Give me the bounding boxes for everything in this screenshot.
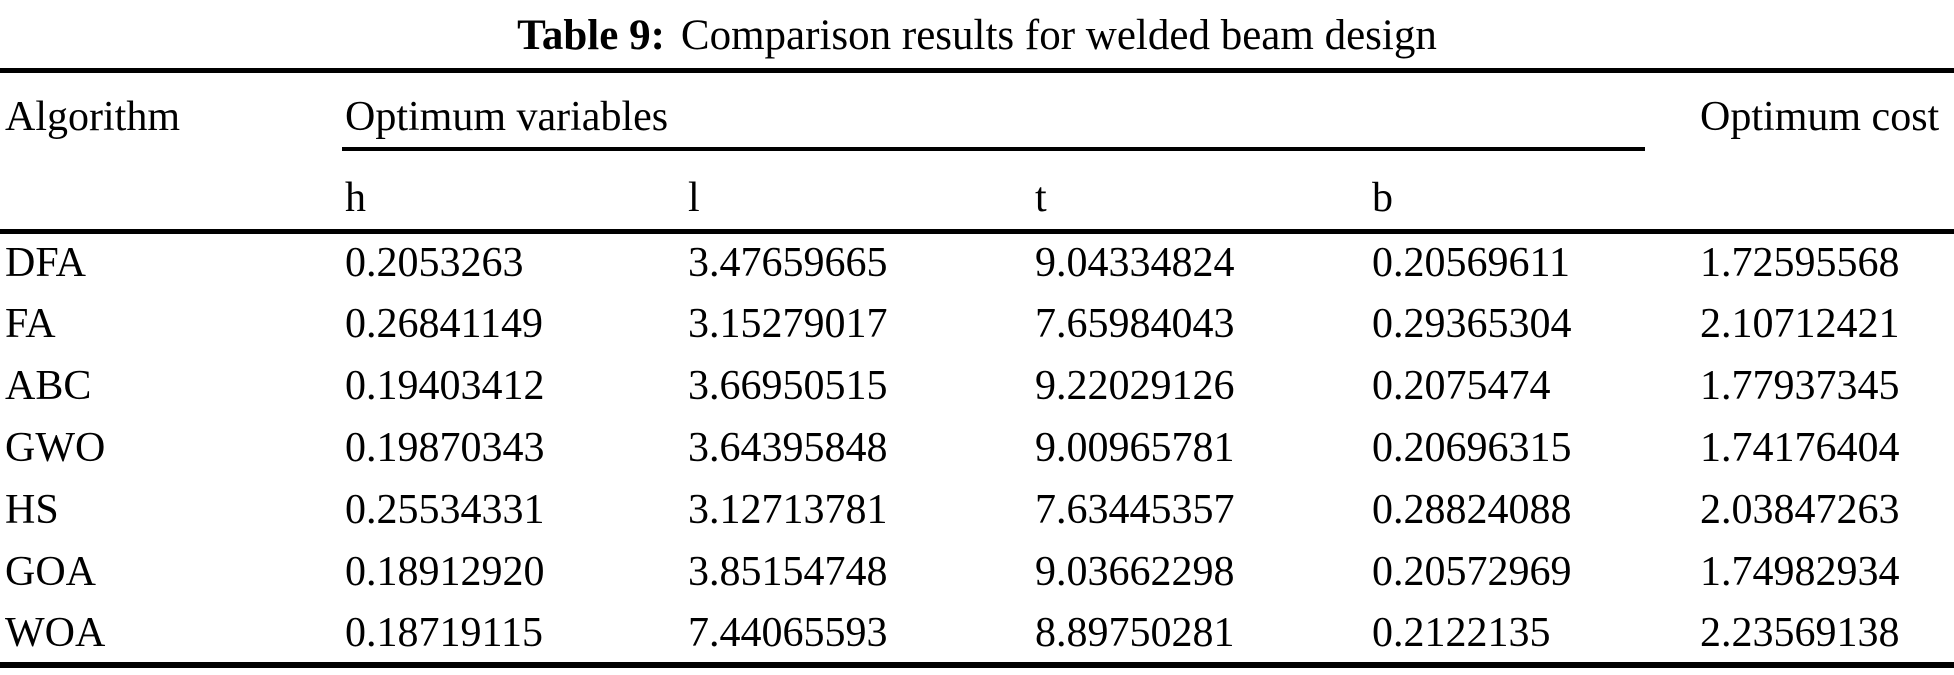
cell-t: 7.63445357 (1035, 487, 1235, 533)
cell-algorithm: WOA (5, 609, 106, 656)
cell-h: 0.19403412 (345, 363, 545, 409)
table-row: GOA 0.18912920 3.85154748 9.03662298 0.2… (0, 541, 1954, 603)
cell-algorithm: DFA (5, 240, 86, 287)
col-header-optimum-cost: Optimum cost (1695, 70, 1954, 234)
table-body: DFA 0.2053263 3.47659665 9.04334824 0.20… (0, 231, 1954, 665)
cell-h: 0.18912920 (345, 549, 545, 595)
cell-cost: 2.03847263 (1700, 487, 1900, 533)
col-header-t: t (1030, 151, 1367, 234)
table-row: GWO 0.19870343 3.64395848 9.00965781 0.2… (0, 417, 1954, 479)
cell-b: 0.29365304 (1372, 301, 1572, 347)
cell-cost: 1.72595568 (1700, 240, 1900, 287)
cell-b: 0.2075474 (1372, 363, 1551, 409)
cell-algorithm: FA (5, 301, 56, 347)
table-row: HS 0.25534331 3.12713781 7.63445357 0.28… (0, 479, 1954, 541)
cell-b: 0.2122135 (1372, 609, 1551, 656)
cell-algorithm: GOA (5, 549, 96, 595)
col-header-optimum-variables-label: Optimum variables (345, 94, 669, 140)
table-caption-label: Table 9: (517, 12, 665, 59)
cell-t: 9.00965781 (1035, 425, 1235, 471)
header-row-group: Algorithm Optimum variables Optimum cost (0, 70, 1954, 234)
cell-b: 0.20569611 (1372, 240, 1570, 287)
col-header-l: l (683, 151, 1030, 234)
col-header-optimum-variables: Optimum variables (340, 71, 1695, 151)
cell-cost: 2.23569138 (1700, 609, 1900, 656)
cell-l: 3.12713781 (688, 487, 888, 533)
cell-cost: 1.74176404 (1700, 425, 1900, 471)
table-header: Algorithm Optimum variables Optimum cost… (0, 70, 1954, 234)
group-header-rule (342, 147, 1646, 151)
cell-algorithm: GWO (5, 425, 106, 471)
col-header-h: h (340, 151, 683, 234)
cell-h: 0.26841149 (345, 301, 543, 347)
cell-b: 0.20572969 (1372, 549, 1572, 595)
cell-t: 7.65984043 (1035, 301, 1235, 347)
cell-l: 3.66950515 (688, 363, 888, 409)
cell-l: 7.44065593 (688, 609, 888, 656)
cell-algorithm: ABC (5, 363, 92, 409)
cell-b: 0.20696315 (1372, 425, 1572, 471)
comparison-table: Algorithm Optimum variables Optimum cost… (0, 68, 1954, 668)
cell-algorithm: HS (5, 487, 59, 533)
cell-l: 3.85154748 (688, 549, 888, 595)
cell-l: 3.64395848 (688, 425, 888, 471)
header-row-variables: h l t b (0, 151, 1954, 234)
col-header-algorithm: Algorithm (0, 70, 340, 234)
cell-h: 0.18719115 (345, 609, 543, 656)
cell-h: 0.19870343 (345, 425, 545, 471)
table-row: WOA 0.18719115 7.44065593 8.89750281 0.2… (0, 603, 1954, 665)
cell-cost: 1.77937345 (1700, 363, 1900, 409)
table-caption: Table 9: Comparison results for welded be… (0, 0, 1954, 68)
cell-h: 0.2053263 (345, 240, 524, 287)
cell-b: 0.28824088 (1372, 487, 1572, 533)
table-row: FA 0.26841149 3.15279017 7.65984043 0.29… (0, 293, 1954, 355)
cell-l: 3.15279017 (688, 301, 888, 347)
table-row: DFA 0.2053263 3.47659665 9.04334824 0.20… (0, 231, 1954, 293)
cell-h: 0.25534331 (345, 487, 545, 533)
table-caption-text: Comparison results for welded beam desig… (680, 12, 1437, 59)
col-header-b: b (1367, 151, 1696, 234)
cell-t: 9.04334824 (1035, 240, 1235, 287)
cell-t: 9.22029126 (1035, 363, 1235, 409)
cell-cost: 1.74982934 (1700, 549, 1900, 595)
cell-cost: 2.10712421 (1700, 301, 1900, 347)
cell-t: 9.03662298 (1035, 549, 1235, 595)
cell-l: 3.47659665 (688, 240, 888, 287)
cell-t: 8.89750281 (1035, 609, 1235, 656)
table-row: ABC 0.19403412 3.66950515 9.22029126 0.2… (0, 355, 1954, 417)
